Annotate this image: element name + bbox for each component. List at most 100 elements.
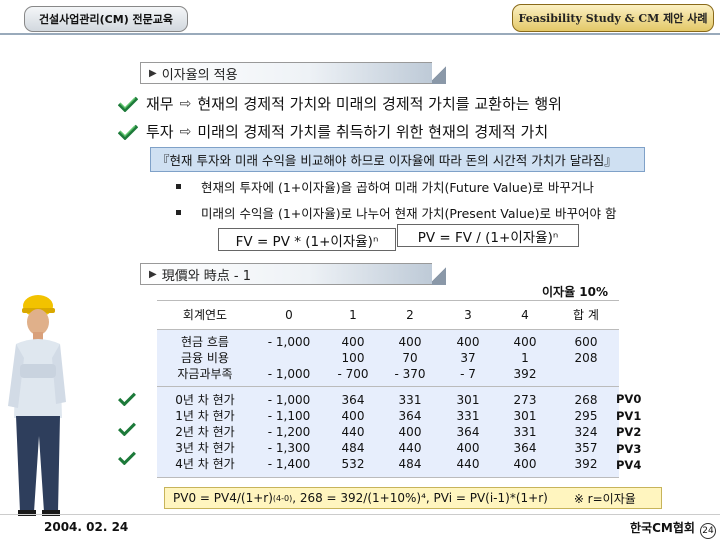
cell: - 370 [394,367,426,381]
table-row-cashflow-group: 현금 흐름 금융 비용 자금과부족 - 1,000 - 1,000 400 10… [157,329,619,387]
cell: 400 [398,335,422,349]
row-label: 0년 차 현가 [175,393,235,407]
section-title-bar: ▶ 이자율의 적용 [140,62,446,84]
bullet-investment: 투자 ⇨ 미래의 경제적 가치를 취득하기 위한 현재의 경제적 가치 [118,121,548,142]
construction-worker-illustration [8,295,66,516]
cell: 37 [460,351,476,365]
header-year-0: 0 [253,300,325,330]
cell: 400 [513,335,537,349]
cell: 392 [574,457,598,471]
col-year-1: 400 100 - 700 [325,329,381,387]
footer-formula: PV0 = PV4/(1+r) (4-0), 268 = 392/(1+10%)⁴… [164,487,662,509]
pv-label: PV0 [616,392,642,406]
cell: 484 [398,457,422,471]
footer-divider [0,514,720,515]
col-total: 600 208 [553,329,619,387]
header-year-4: 4 [497,300,553,330]
col-year-2: 331 364 400 440 484 [381,386,439,478]
green-check-icon [118,422,136,436]
cell: 440 [456,457,480,471]
row-label: 3년 차 현가 [175,441,235,455]
triangle-bullet-icon: ▶ [149,67,157,79]
right-arrow-icon: ⇨ [179,95,192,112]
formula-part-a: PV0 = PV4/(1+r) [173,491,273,505]
row-label: 4년 차 현가 [175,457,235,471]
col-year-0: - 1,000 - 1,100 - 1,200 - 1,300 - 1,400 [253,386,325,478]
row-labels: 0년 차 현가 1년 차 현가 2년 차 현가 3년 차 현가 4년 차 현가 [157,386,253,478]
cell: - 1,000 [267,367,311,381]
cell: 440 [398,441,422,455]
header-divider [0,33,720,35]
green-check-icon [118,392,136,406]
pv-label: PV2 [616,425,642,439]
sub-bullet-fv: 현재의 투자에 (1+이자율)을 곱하여 미래 가치(Future Value)… [176,177,594,196]
cell: 364 [341,393,365,407]
cell: - 1,000 [267,335,311,349]
cell: 301 [456,393,480,407]
sub-bullet-text: 미래의 수익을 (1+이자율)로 나누어 현재 가치(Present Value… [201,206,617,221]
bullet-finance: 재무 ⇨ 현재의 경제적 가치와 미래의 경제적 가치를 교환하는 행위 [118,93,562,114]
col-year-3: 301 331 364 400 440 [439,386,497,478]
table-header-row: 회계연도 0 1 2 3 4 합 계 [157,300,619,330]
bullet-desc: 현재의 경제적 가치와 미래의 경제적 가치를 교환하는 행위 [197,95,562,113]
cell: 400 [456,441,480,455]
pv-label: PV1 [616,408,642,423]
cell: - 1,000 [267,393,311,407]
pv-label: PV4 [616,458,642,472]
cell: 484 [341,441,365,455]
cell: - 700 [337,367,369,381]
cell: 400 [341,409,365,423]
cell: 400 [398,425,422,439]
header-year-1: 1 [325,300,381,330]
col-year-1: 364 400 440 484 532 [325,386,381,478]
header-year-2: 2 [381,300,439,330]
cell: - 1,200 [267,425,311,439]
cell: 364 [398,409,422,423]
cell: 331 [456,409,480,423]
cell: 364 [513,441,537,455]
cell: 301 [513,409,537,423]
formula-part-b: , 268 = 392/(1+10%)⁴, PVi = PV(i-1)*(1+r… [292,491,548,505]
formula-pv: PV = FV / (1+이자율)ⁿ [397,224,579,247]
bullet-term: 투자 [146,123,174,141]
row-labels: 현금 흐름 금융 비용 자금과부족 [157,329,253,387]
col-year-4: 273 301 331 364 400 [497,386,553,478]
pv-labels: PV0 PV1 PV2 PV3 PV4 [616,391,641,474]
cell [553,366,619,382]
header-left-title: 건설사업관리(CM) 전문교육 [24,6,188,32]
cell: 208 [574,351,598,365]
header-total: 합 계 [553,300,619,330]
row-label: 현금 흐름 [181,335,229,349]
section-title: 이자율의 적용 [161,67,238,83]
section2-title: 現價와 時点 - 1 [161,268,252,284]
cell: - 1,400 [267,457,311,471]
cell: 392 [513,367,537,381]
cell: 331 [398,393,422,407]
green-check-icon [118,451,136,465]
row-label: 1년 차 현가 [175,409,235,423]
formula-note: ※ r=이자율 [573,491,636,506]
pv-label: PV3 [616,441,642,456]
cell: 400 [456,335,480,349]
cell: 357 [574,441,598,455]
cell: 70 [402,351,418,365]
cell: - 1,100 [267,409,311,423]
cell: 440 [341,425,365,439]
green-check-icon [118,96,138,112]
header-right-title: Feasibility Study & CM 제안 사례 [512,4,714,32]
cell: 1 [521,351,529,365]
col-year-0: - 1,000 - 1,000 [253,329,325,387]
page-number: 24 [700,523,716,539]
row-label: 2년 차 현가 [175,425,235,439]
header-fiscal-year: 회계연도 [157,300,253,330]
col-year-3: 400 37 - 7 [439,329,497,387]
cell: 532 [341,457,365,471]
row-label: 자금과부족 [177,367,233,381]
col-year-4: 400 1 392 [497,329,553,387]
interest-rate-label: 이자율 10% [542,285,609,299]
cell: - 1,300 [267,441,311,455]
row-label: 금융 비용 [181,351,229,365]
cell: 273 [513,393,537,407]
right-arrow-icon: ⇨ [179,123,192,140]
col-year-2: 400 70 - 370 [381,329,439,387]
